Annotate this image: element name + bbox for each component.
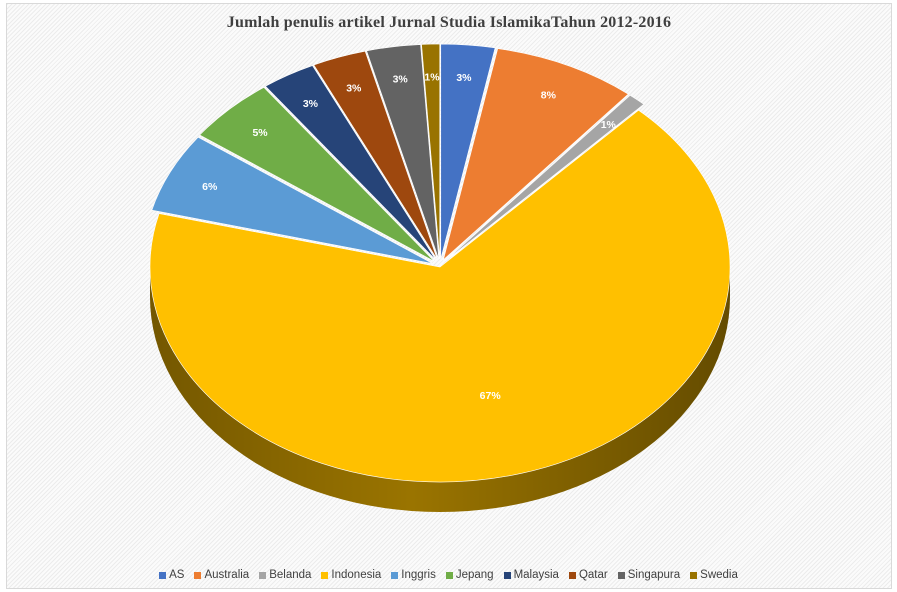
- legend-label-malaysia: Malaysia: [513, 569, 559, 581]
- legend-swatch-indonesia: [321, 571, 329, 579]
- pie-slice-malaysia[interactable]: [264, 65, 437, 261]
- data-label-qatar: 3%: [346, 83, 362, 95]
- legend-label-qatar: Qatar: [578, 569, 608, 581]
- chart-title: Jumlah penulis artikel Jurnal Studia Isl…: [226, 14, 672, 31]
- data-label-as: 3%: [456, 72, 472, 84]
- data-label-inggris: 6%: [202, 181, 218, 193]
- legend-swatch-malaysia: [503, 571, 511, 579]
- data-label-jepang: 5%: [252, 127, 268, 139]
- legend-swatch-qatar: [568, 571, 576, 579]
- legend-item-jepang[interactable]: Jepang: [445, 569, 494, 581]
- legend-label-jepang: Jepang: [455, 569, 494, 581]
- legend-label-belanda: Belanda: [269, 569, 312, 581]
- data-label-belanda: 1%: [601, 119, 617, 131]
- data-label-singapura: 3%: [393, 74, 409, 86]
- data-label-indonesia: 67%: [480, 390, 502, 402]
- legend-label-inggris: Inggris: [401, 569, 436, 581]
- legend-swatch-singapura: [617, 571, 625, 579]
- pie-slice-qatar[interactable]: [313, 50, 438, 260]
- legend-item-singapura[interactable]: Singapura: [617, 569, 681, 581]
- legend-label-singapura: Singapura: [627, 569, 681, 581]
- legend-item-belanda[interactable]: Belanda: [259, 569, 311, 581]
- pie-slice-jepang[interactable]: [199, 87, 435, 262]
- pie-slice-swedia[interactable]: [421, 43, 441, 260]
- legend-label-as: AS: [169, 569, 185, 581]
- pie-slice-as[interactable]: [440, 43, 496, 260]
- pie-slice-singapura[interactable]: [366, 44, 440, 260]
- pie-slice-australia[interactable]: [442, 48, 629, 261]
- pie-slice-inggris[interactable]: [151, 136, 433, 264]
- data-label-swedia: 1%: [424, 71, 440, 83]
- legend-swatch-australia: [194, 571, 202, 579]
- legend-item-inggris[interactable]: Inggris: [391, 569, 436, 581]
- legend-label-australia: Australia: [204, 569, 250, 581]
- legend-item-malaysia[interactable]: Malaysia: [503, 569, 559, 581]
- legend-swatch-as: [159, 571, 167, 579]
- data-label-malaysia: 3%: [303, 98, 319, 110]
- legend-swatch-inggris: [391, 571, 399, 579]
- chart-legend: AS Australia Belanda Indonesia Inggris Jepang…: [0, 567, 897, 583]
- legend-label-swedia: Swedia: [700, 569, 738, 581]
- legend-label-indonesia: Indonesia: [331, 569, 382, 581]
- legend-item-as[interactable]: AS: [159, 569, 184, 581]
- legend-swatch-jepang: [445, 571, 453, 579]
- data-label-australia: 8%: [541, 89, 557, 101]
- legend-swatch-belanda: [259, 571, 267, 579]
- legend-item-qatar[interactable]: Qatar: [568, 569, 608, 581]
- pie-slice-indonesia[interactable]: [149, 109, 731, 483]
- legend-item-australia[interactable]: Australia: [194, 569, 249, 581]
- legend-item-indonesia[interactable]: Indonesia: [321, 569, 381, 581]
- legend-item-swedia[interactable]: Swedia: [690, 569, 738, 581]
- pie-slice-belanda[interactable]: [445, 94, 645, 262]
- legend-swatch-swedia: [690, 571, 698, 579]
